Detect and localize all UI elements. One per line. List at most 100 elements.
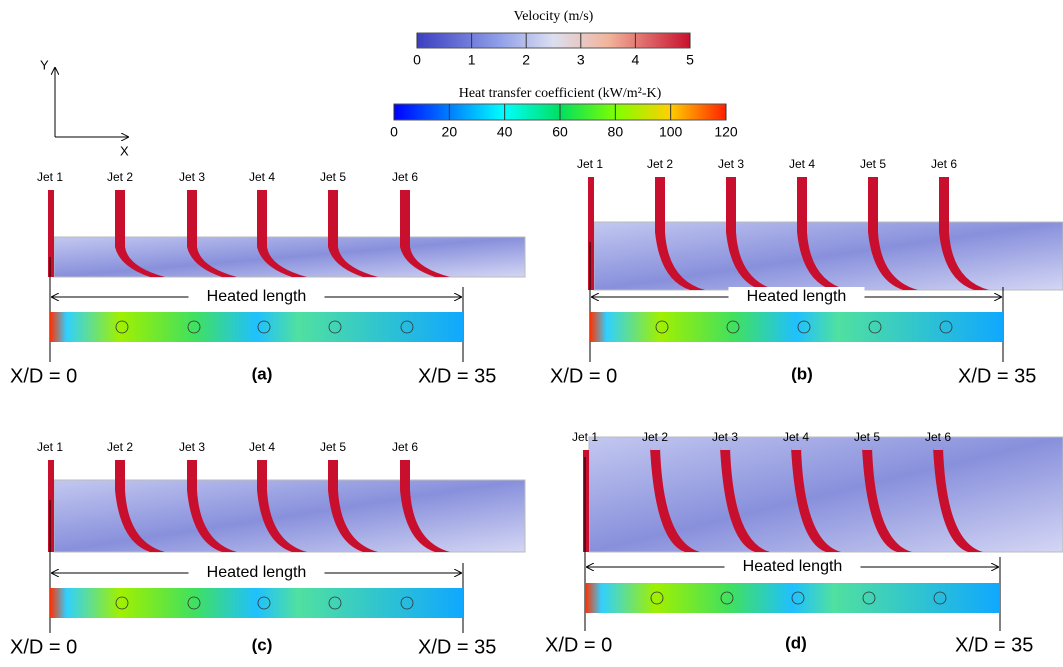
jet-label: Jet 3 [718,157,744,171]
heated-label: Heated length [207,564,307,581]
jet-footprint [720,591,734,605]
jet [933,447,983,552]
xd-end: X/D = 35 [958,365,1036,387]
jet-label: Jet 6 [931,157,957,171]
panel-label: (b) [791,364,813,383]
panel: Jet 1 Jet 2 Jet 3 Jet 4 Jet 5 Jet 6 Heated len… [550,157,1063,387]
xd-end: X/D = 35 [418,365,496,387]
htc-strip [50,588,463,618]
jet-footprint [115,320,129,334]
jet-footprint [400,596,414,610]
htc-strip [50,312,463,342]
jet-label: Jet 2 [642,430,668,444]
axes-icon: Y X [40,57,129,158]
jet [328,190,378,277]
jet [650,447,700,552]
jet-footprint [797,320,811,334]
colorbar-title: Velocity (m/s) [514,9,594,24]
xd-end: X/D = 35 [955,634,1033,656]
jet-footprint [939,320,953,334]
panel-label: (c) [252,635,273,654]
jet [868,177,918,290]
axis-label: Y [40,57,49,72]
jet-label: Jet 4 [249,170,275,184]
flow-field [593,221,1063,291]
colorbar-tick-label: 20 [442,124,458,140]
jet [257,190,307,277]
xd-start: X/D = 0 [10,636,77,658]
colorbar-tick-label: 1 [468,52,476,68]
jet-label: Jet 3 [179,170,205,184]
jet-footprint [650,591,664,605]
jet-label: Jet 4 [789,157,815,171]
jet-label: Jet 2 [647,157,673,171]
jet-label: Jet 5 [320,170,346,184]
colorbar-title: Heat transfer coefficient (kW/m²-K) [459,86,662,101]
jet-label: Jet 4 [249,440,275,454]
jet-footprint [187,596,201,610]
jet [862,447,912,552]
jet [400,190,450,277]
htc-strip [590,312,1003,342]
jet [655,177,705,290]
jet-label: Jet 5 [860,157,886,171]
jet [48,460,54,552]
jet [726,177,776,290]
jet [187,190,237,277]
panel: Jet 1 Jet 2 Jet 3 Jet 4 Jet 5 Jet 6 Heated len… [10,170,526,387]
jet [797,177,847,290]
jet-label: Jet 5 [320,440,346,454]
colorbar-tick-label: 0 [413,52,421,68]
panel: Jet 1 Jet 2 Jet 3 Jet 4 Jet 5 Jet 6 Heated len… [10,440,526,658]
label-bg [188,563,325,583]
jet-footprint [257,596,271,610]
jet-footprint [726,320,740,334]
jet-label: Jet 1 [37,170,63,184]
jet [400,460,450,552]
xd-start: X/D = 0 [10,365,77,387]
jet-label: Jet 1 [577,157,603,171]
jet-footprint [868,320,882,334]
colorbar-tick-label: 0 [390,124,398,140]
flow-field [53,236,526,278]
colorbar-tick-label: 120 [714,124,738,140]
label-bg [724,557,861,577]
jet-label: Jet 1 [572,430,598,444]
axis-label: X [120,143,129,158]
jet-footprint [862,591,876,605]
label-bg [728,287,865,307]
xd-end: X/D = 35 [418,636,496,658]
jet-footprint [655,320,669,334]
jet-label: Jet 1 [37,440,63,454]
label-bg [188,287,325,307]
colorbar-tick-label: 2 [522,52,530,68]
jet-footprint [187,320,201,334]
jet [588,177,594,290]
jet-footprint [257,320,271,334]
jet [583,450,589,552]
jet-label: Jet 6 [392,170,418,184]
heated-label: Heated length [747,288,847,305]
xd-start: X/D = 0 [545,634,612,656]
colorbar-tick-label: 100 [659,124,683,140]
heated-label: Heated length [207,288,307,305]
jet [791,447,841,552]
jet-label: Jet 3 [712,430,738,444]
jet [257,460,307,552]
jet-label: Jet 2 [107,170,133,184]
heated-label: Heated length [743,558,843,575]
htc-strip [585,583,1000,613]
colorbar-tick-label: 40 [497,124,513,140]
jet-footprint [115,596,129,610]
jet-footprint [791,591,805,605]
jet-label: Jet 6 [392,440,418,454]
jet-footprint [328,320,342,334]
colorbar-tick-label: 80 [608,124,624,140]
colorbar-tick-label: 3 [577,52,585,68]
jet [720,447,770,552]
jet [115,190,165,277]
jet [328,460,378,552]
jet-footprint [400,320,414,334]
jet [115,460,165,552]
